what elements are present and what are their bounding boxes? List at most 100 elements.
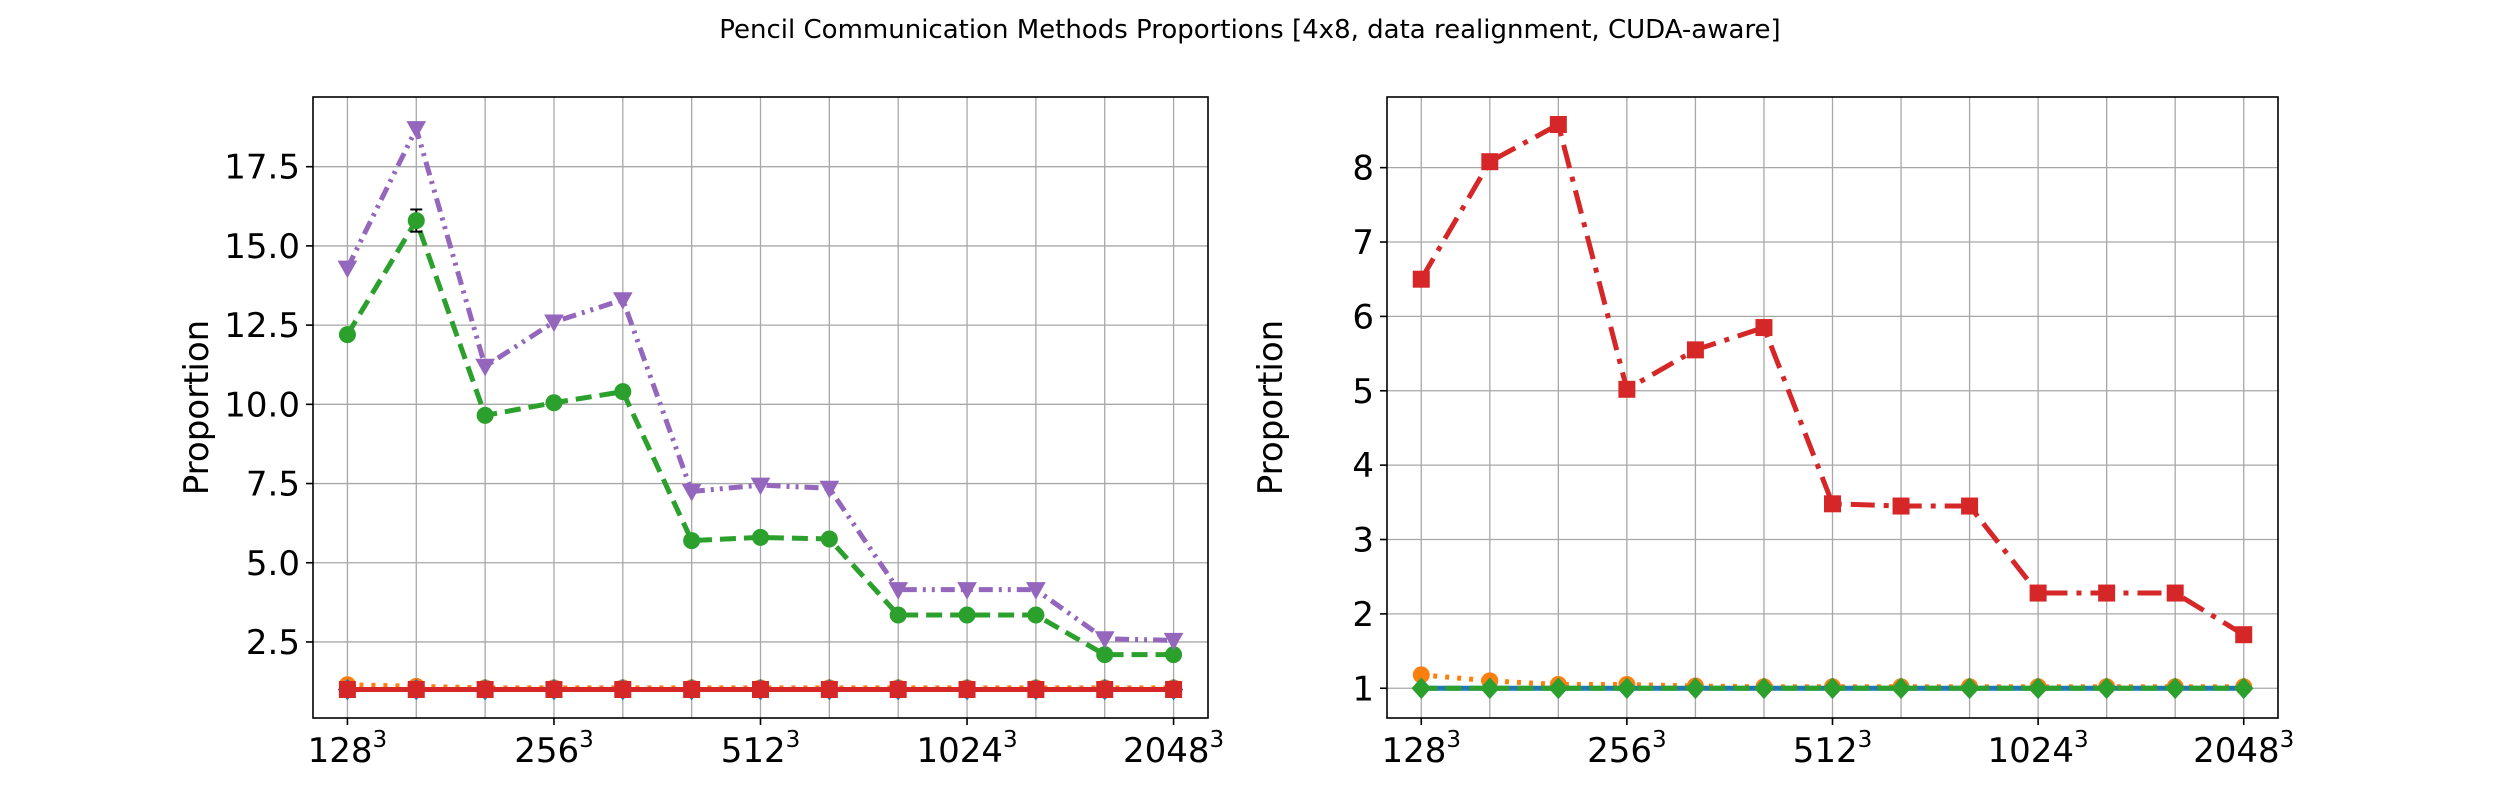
data-point [1096,680,1114,698]
data-point [2098,584,2116,602]
data-point [338,680,356,698]
data-point [406,121,427,139]
data-point [2165,677,2185,699]
data-point [1096,646,1114,664]
x-tick-label: 10243 [1988,727,2089,771]
data-point [614,383,632,401]
data-point [476,406,494,424]
data-point [820,530,838,548]
data-point [545,394,563,412]
data-point [683,532,701,550]
x-tick-label: 2563 [1587,727,1667,771]
y-tick-label: 4 [1352,446,1374,486]
x-tick-label: 10243 [916,727,1017,771]
data-point [407,680,425,698]
y-axis-label: Proportion [177,320,217,495]
series-3 [337,121,1184,651]
data-point [612,292,633,310]
data-point [1961,497,1979,515]
data-point [1481,153,1499,171]
data-point [1892,497,1910,515]
data-point [681,483,702,502]
data-point [407,212,425,230]
data-point [683,680,701,698]
y-axis-label: Proportion [1251,320,1291,495]
data-point [1686,341,1704,359]
x-tick-label: 20483 [2193,727,2294,771]
y-tick-label: 8 [1352,149,1374,189]
y-tick-label: 12.5 [224,306,300,346]
data-point [752,528,769,546]
data-point [1094,631,1115,649]
data-point [1027,606,1045,624]
data-point [1959,677,1980,699]
data-point [2096,677,2117,699]
data-point [2029,584,2047,602]
series-2 [338,208,1183,664]
data-point [475,358,495,377]
y-tick-label: 2 [1352,595,1374,635]
data-point [338,326,356,344]
data-point [2234,677,2254,699]
x-tick-label: 5123 [1793,727,1873,771]
data-point [752,680,769,698]
data-point [1617,677,1637,699]
data-point [1549,116,1567,134]
right-chart-panel: 1 2 3 4 5 6 7 8 1283 2563 5123 10243 20483 Proportion [1251,96,2294,771]
y-tick-label: 3 [1352,521,1374,561]
series-group [1411,116,2254,699]
data-point [820,680,838,698]
y-tick-label: 1 [1352,669,1374,709]
y-tick-label: 10.0 [224,385,300,425]
y-tick-label: 17.5 [224,148,300,188]
data-point [2028,677,2048,699]
data-point [1754,677,1774,699]
data-point [544,314,564,332]
data-point [614,680,632,698]
y-tick-label: 7 [1352,223,1374,263]
y-tick-label: 5.0 [246,544,300,584]
y-tick-label: 15.0 [224,227,300,267]
x-tick-label: 2563 [514,727,594,771]
left-chart-panel: 2.5 5.0 7.5 10.0 12.5 15.0 17.5 1283 2563 5123 102… [177,96,1224,771]
y-tick-label: 7.5 [246,465,300,505]
data-point [958,680,976,698]
data-point [545,680,563,698]
data-point [1411,677,1431,699]
y-tick-label: 6 [1352,297,1374,337]
data-point [1165,680,1183,698]
x-tick-label: 20483 [1123,727,1224,771]
data-point [1618,380,1636,398]
data-point [1891,677,1911,699]
y-tick-label: 2.5 [246,623,300,663]
x-tick-label: 1283 [308,727,388,771]
data-point [888,582,909,600]
data-point [2166,584,2184,602]
data-point [1027,680,1045,698]
data-point [476,680,494,698]
data-point [889,680,907,698]
data-point [1822,677,1843,699]
y-tick-label: 5 [1352,372,1374,412]
data-point [2235,626,2253,644]
x-tick-label: 5123 [721,727,801,771]
data-point [1548,677,1569,699]
grid [313,97,1208,718]
data-point [958,606,976,624]
series-3 [1411,677,2254,699]
data-point [1026,582,1046,600]
figure-title: Pencil Communication Methods Proportions… [719,15,1780,45]
data-point [337,260,358,279]
data-point [819,480,840,499]
data-point [1824,495,1841,513]
data-point [1755,319,1773,337]
data-point [957,582,977,600]
data-point [1412,270,1430,288]
series-group [337,121,1184,701]
data-point [750,477,771,496]
data-point [889,606,907,624]
grid [1387,97,2278,718]
series-0 [1412,116,2253,644]
x-tick-label: 1283 [1381,727,1461,771]
